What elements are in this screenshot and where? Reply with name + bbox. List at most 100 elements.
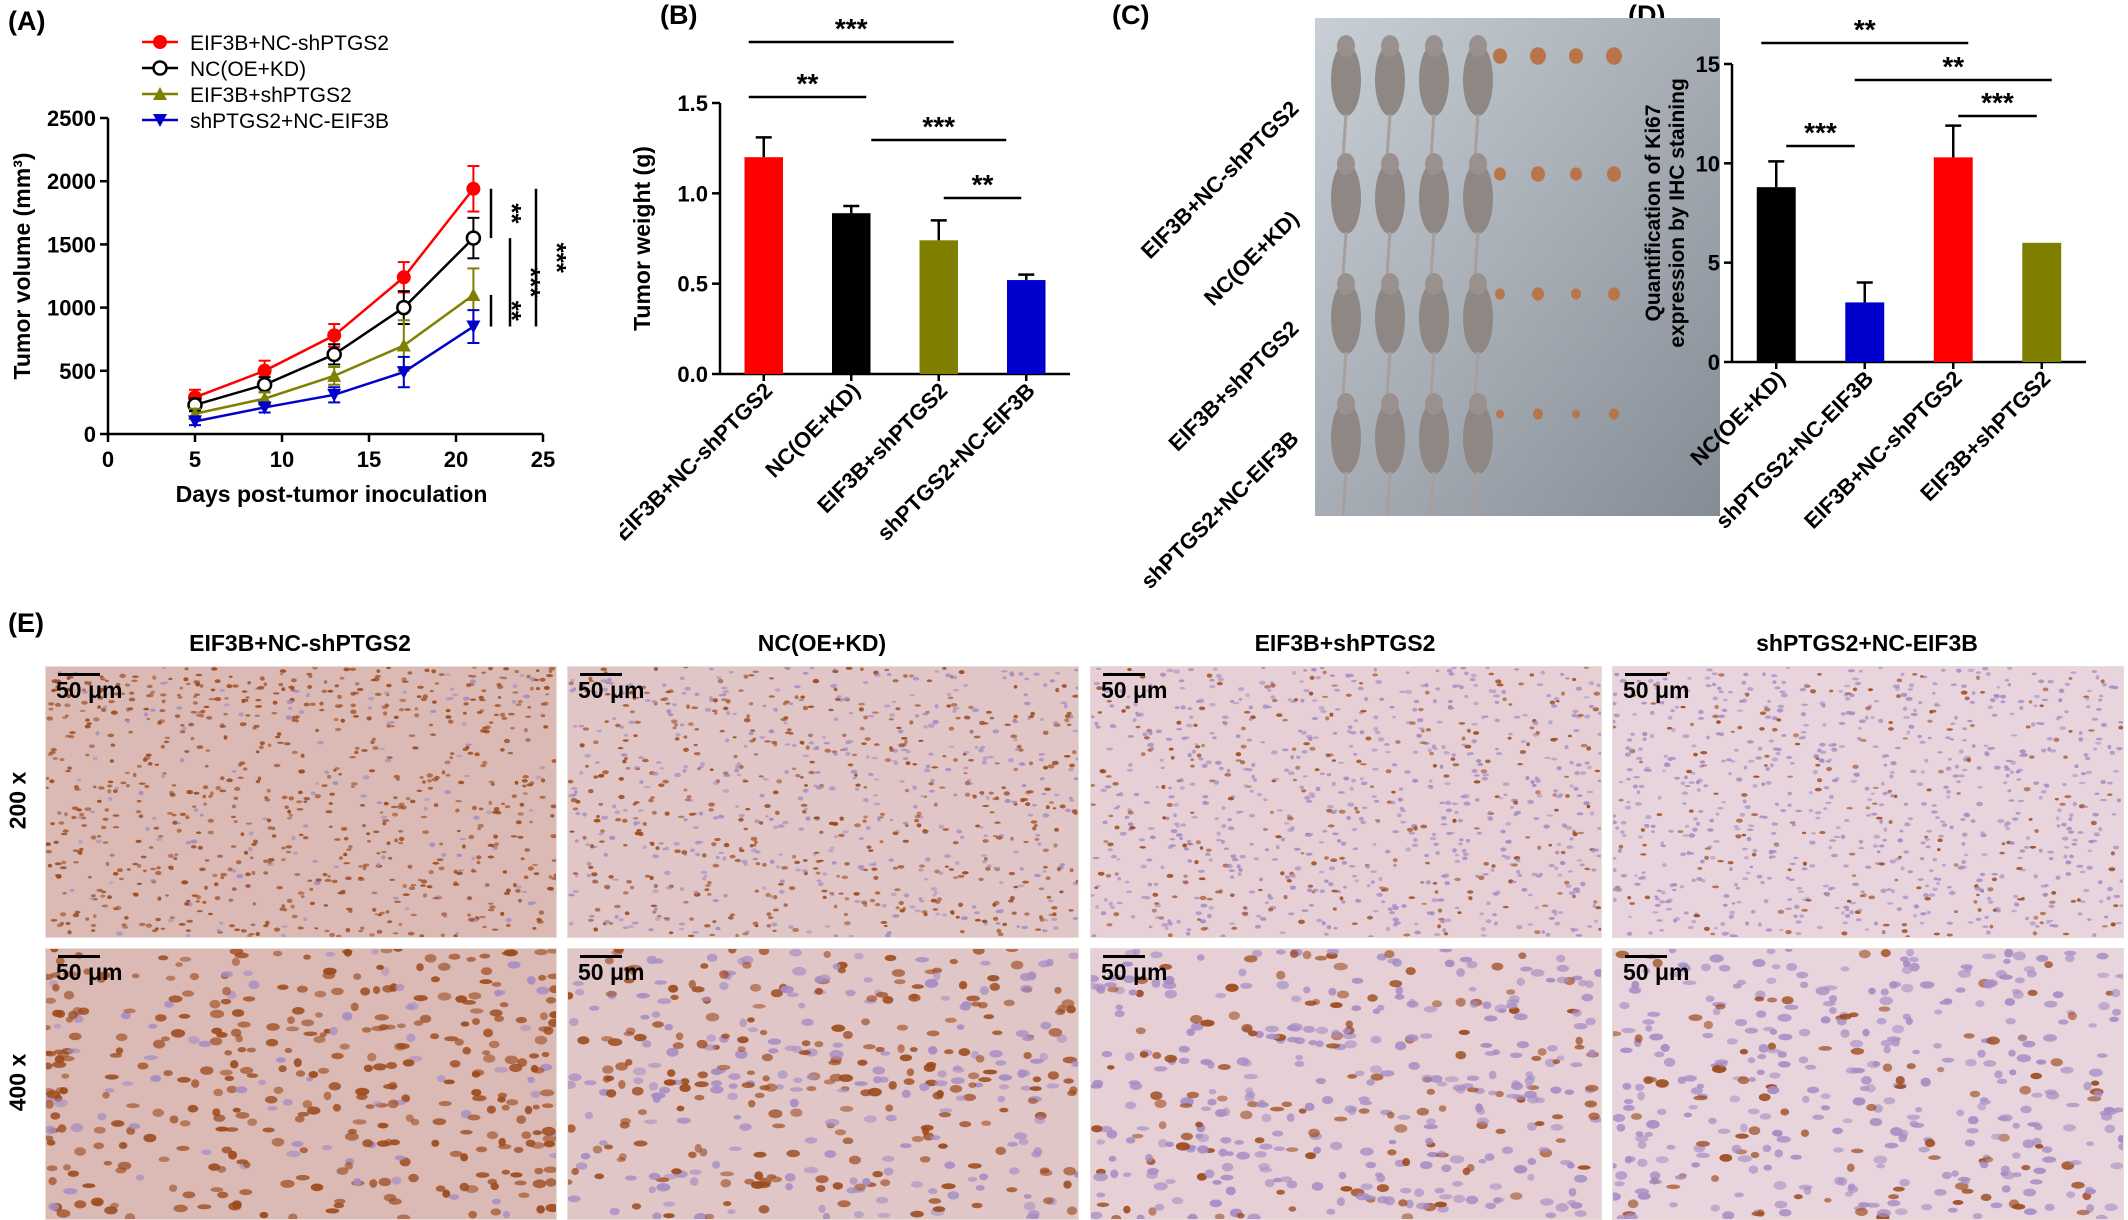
tumor — [1532, 287, 1544, 301]
tumor — [1531, 166, 1545, 182]
y-axis-title: Tumor weight (g) — [629, 146, 655, 331]
tumor — [1494, 167, 1506, 181]
significance-label: ** — [1942, 51, 1964, 82]
ihc-image: 50 μm — [1612, 948, 2124, 1220]
tumor — [1530, 47, 1546, 65]
significance-label: ** — [497, 301, 527, 322]
tumor — [1533, 408, 1543, 420]
ihc-image: 50 μm — [1090, 666, 1602, 938]
mouse — [1419, 153, 1449, 277]
x-tick-label: 0 — [102, 447, 114, 472]
mouse-head — [1469, 153, 1487, 175]
mouse-body — [1419, 44, 1449, 116]
y-tick-label: 0.5 — [677, 272, 708, 297]
mouse-head — [1425, 273, 1443, 295]
scale-bar: 50 μm — [1101, 673, 1168, 704]
mouse-tail — [1385, 351, 1392, 397]
ihc-image: 50 μm — [1090, 948, 1602, 1220]
y-tick-label: 2000 — [47, 169, 96, 194]
x-tick-label: 10 — [270, 447, 294, 472]
ihc-column-header: EIF3B+shPTGS2 — [1254, 630, 1436, 656]
x-tick-label: 15 — [357, 447, 381, 472]
mice-tumor-photo — [1315, 18, 1720, 516]
mouse-tail — [1429, 113, 1436, 159]
mouse-head — [1337, 273, 1355, 295]
x-tick-label: 5 — [189, 447, 201, 472]
mouse — [1375, 273, 1405, 397]
mouse-body — [1463, 44, 1493, 116]
mouse-body — [1375, 44, 1405, 116]
legend-marker — [153, 114, 167, 127]
y-tick-label: 500 — [59, 359, 96, 384]
mouse-tail — [1385, 113, 1392, 159]
y-axis-title: Tumor volume (mm³) — [9, 152, 35, 379]
mouse-body — [1419, 162, 1449, 234]
x-tick-label: EIF3B+NC-shPTGS2 — [1799, 366, 1967, 534]
x-tick-label: shPTGS2+NC-EIF3B — [1711, 366, 1879, 534]
tumor — [1493, 48, 1507, 64]
data-point — [326, 346, 342, 363]
tumor — [1496, 409, 1504, 419]
mouse-head — [1337, 153, 1355, 175]
tissue-background — [1091, 949, 1601, 1219]
bar — [832, 213, 871, 374]
legend-marker — [153, 87, 167, 100]
scale-bar: 50 μm — [56, 955, 123, 986]
mouse — [1419, 35, 1449, 159]
mouse-body — [1331, 282, 1361, 354]
mouse — [1375, 153, 1405, 277]
data-point — [257, 363, 272, 378]
y-tick-label: 10 — [1696, 151, 1720, 176]
legend-marker — [153, 35, 167, 49]
tissue-background — [1613, 667, 2123, 937]
data-point — [327, 328, 342, 343]
mouse-head — [1381, 153, 1399, 175]
mouse — [1419, 273, 1449, 397]
tumor-weight-bar-chart: 0.00.51.01.5EIF3B+NC-shPTGS2NC(OE+KD)EIF… — [620, 13, 1070, 546]
photo-group-label: NC(OE+KD) — [1199, 206, 1304, 311]
bar — [1756, 187, 1796, 362]
ihc-image: 50 μm — [45, 666, 557, 938]
mouse-body — [1463, 282, 1493, 354]
data-point — [466, 287, 481, 301]
y-tick-label: 1500 — [47, 232, 96, 257]
scale-bar: 50 μm — [578, 955, 645, 986]
mouse — [1463, 35, 1493, 159]
mouse — [1375, 393, 1405, 516]
y-tick-label: 2500 — [47, 106, 96, 131]
data-point — [257, 401, 272, 415]
significance-label: *** — [835, 13, 868, 44]
mouse-tail — [1341, 471, 1348, 516]
significance-label: ** — [497, 203, 527, 224]
tumor — [1571, 288, 1581, 300]
significance-label: ** — [1854, 14, 1876, 45]
significance-label: *** — [542, 242, 572, 273]
bar — [744, 157, 783, 374]
mouse-tail — [1341, 113, 1348, 159]
mouse — [1331, 393, 1361, 516]
mouse-head — [1469, 273, 1487, 295]
significance-label: *** — [922, 111, 955, 142]
mouse-body — [1419, 282, 1449, 354]
bar — [919, 240, 958, 374]
mouse-tail — [1341, 231, 1348, 277]
mouse — [1331, 273, 1361, 397]
data-point — [396, 338, 411, 352]
data-point — [465, 230, 482, 246]
photo-group-labels: EIF3B+NC-shPTGS2NC(OE+KD)EIF3B+shPTGS2sh… — [1136, 96, 1304, 594]
legend-label: shPTGS2+NC-EIF3B — [190, 110, 389, 133]
photo-group-label: shPTGS2+NC-EIF3B — [1136, 426, 1304, 594]
y-tick-label: 0.0 — [677, 362, 708, 387]
mouse-head — [1469, 35, 1487, 57]
y-tick-label: 0 — [84, 422, 96, 447]
tumor-photo-panel: EIF3B+NC-shPTGS2 NC(OE+KD) EIF3B+shPTGS2 sh… — [1100, 0, 1720, 625]
significance-label: *** — [1804, 117, 1837, 148]
scale-bar: 50 μm — [56, 673, 123, 704]
mouse-head — [1425, 393, 1443, 415]
ihc-image: 50 μm — [567, 948, 1079, 1220]
mouse-head — [1425, 35, 1443, 57]
significance-label: *** — [1981, 87, 2014, 118]
panel-label-a: (A) — [8, 6, 46, 36]
legend-label: NC(OE+KD) — [190, 58, 306, 81]
tumor — [1609, 408, 1619, 420]
